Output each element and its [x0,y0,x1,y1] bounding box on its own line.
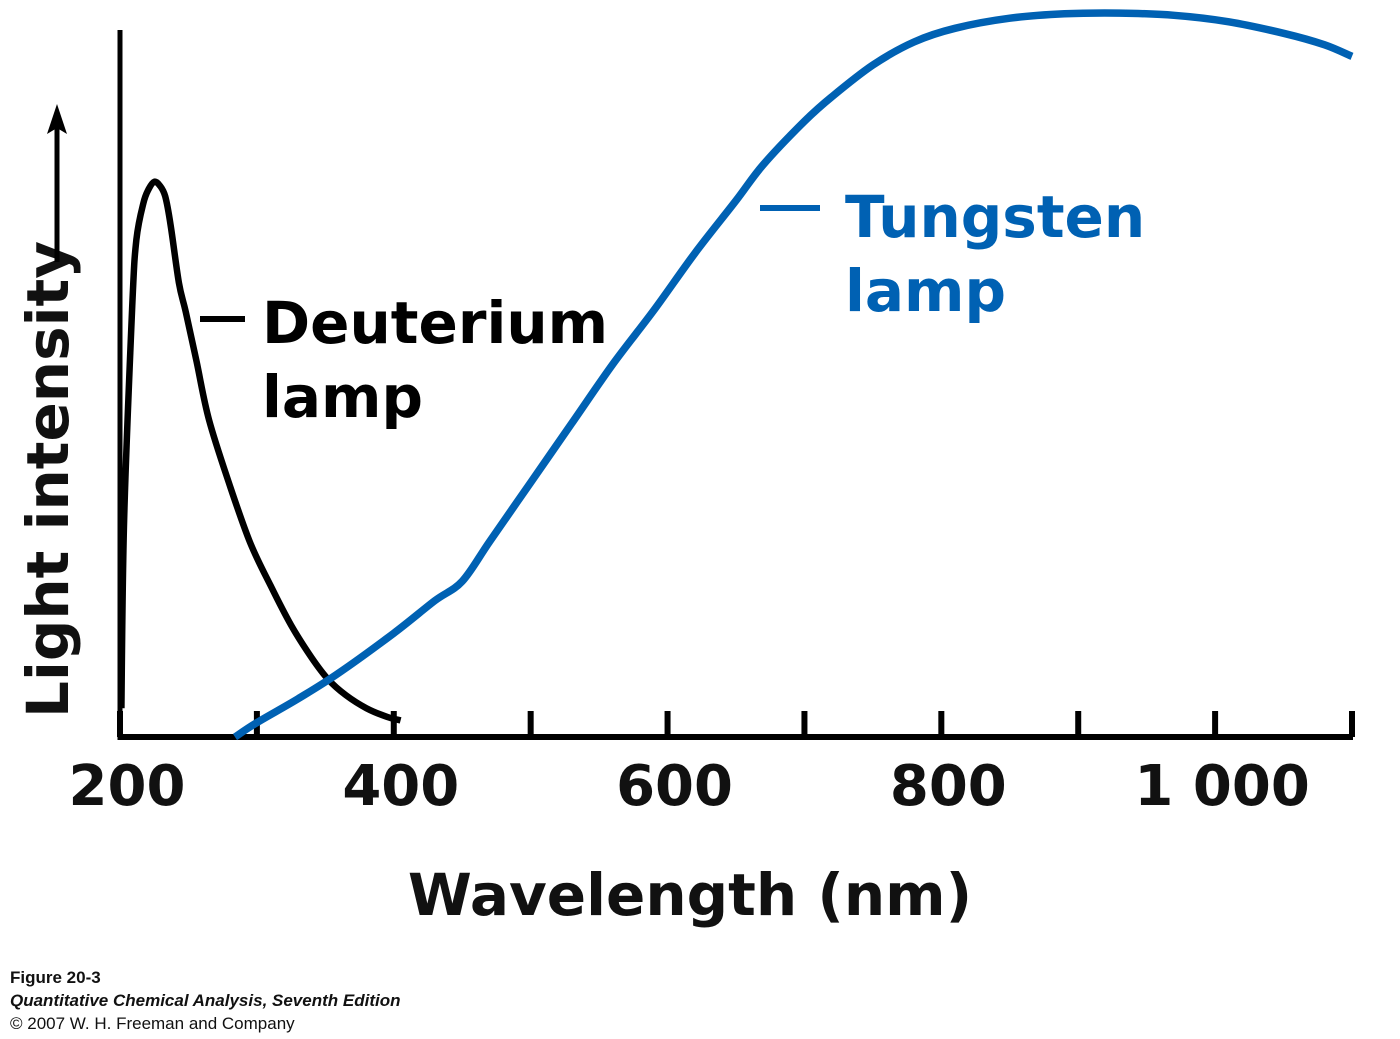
x-axis-title: Wavelength (nm) [408,861,972,929]
x-tick-label: 200 [69,754,186,819]
deuterium-lamp-line [118,178,402,724]
x-tick-label: 600 [616,754,733,819]
y-axis-title: Light intensity [14,241,82,718]
x-ticks [117,711,1355,737]
y-axis-arrow-head [47,104,67,134]
caption-figure-number: Figure 20-3 [10,968,101,987]
x-tick-label: 800 [890,754,1007,819]
deuterium-lamp-label: Deuterium lamp [262,289,628,431]
chart: 200 400 600 800 1 000 Deuterium lamp Tungste… [14,9,1355,929]
caption-book-title: Quantitative Chemical Analysis, Seventh … [10,991,401,1010]
x-tick-label: 400 [342,754,459,819]
figure-caption: Figure 20-3 Quantitative Chemical Analys… [10,966,400,1035]
tungsten-lamp-line [232,9,1354,741]
x-tick-label: 1 000 [1134,754,1309,819]
x-tick-labels: 200 400 600 800 1 000 [69,754,1310,819]
caption-copyright: © 2007 W. H. Freeman and Company [10,1014,295,1033]
tungsten-lamp-label: Tungsten lamp [845,183,1165,325]
